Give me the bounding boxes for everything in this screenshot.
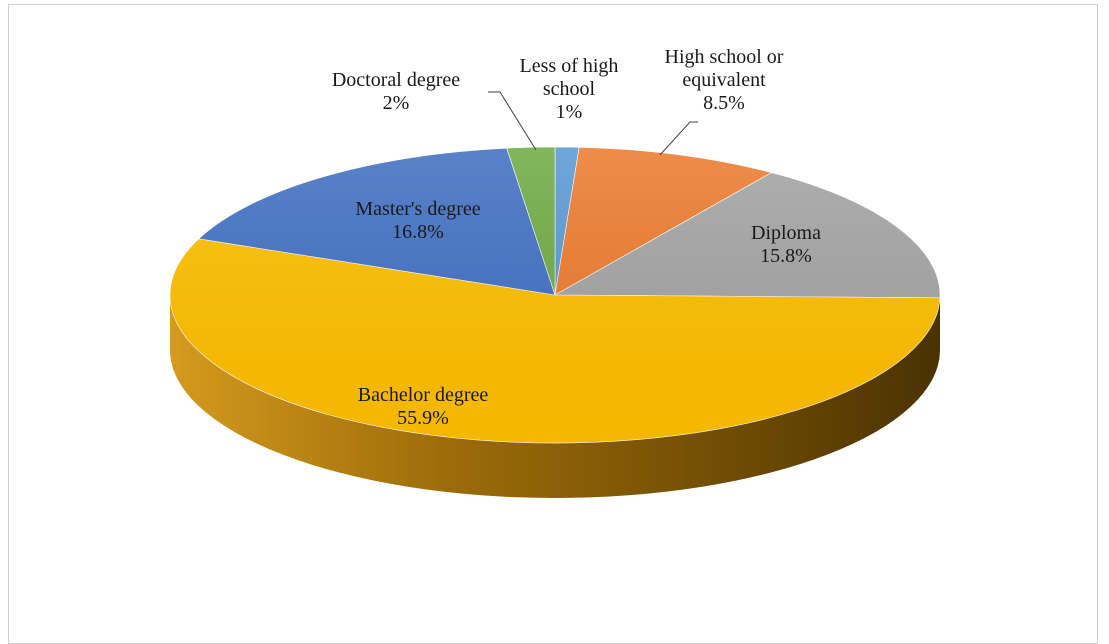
leader-line-high-school <box>659 121 698 156</box>
data-label-bachelor-text: Bachelor degree <box>358 384 489 406</box>
data-label-less-than-high-school-value: 1% <box>556 101 583 123</box>
data-label-high-school-value: 8.5% <box>703 92 745 114</box>
data-label-masters-value: 16.8% <box>392 221 444 243</box>
data-label-doctoral-value: 2% <box>383 92 410 114</box>
data-label-less-than-high-school-text: school <box>543 78 596 100</box>
data-label-masters-text: Master's degree <box>355 198 480 220</box>
pie-side-wall <box>170 295 940 498</box>
data-label-diploma-value: 15.8% <box>760 245 812 267</box>
data-label-high-school-text: High school or <box>665 46 784 68</box>
data-label-diploma-text: Diploma <box>751 222 821 244</box>
data-label-doctoral-text: Doctoral degree <box>332 69 460 91</box>
data-label-bachelor-value: 55.9% <box>397 407 449 429</box>
leader-line-doctoral <box>488 91 537 151</box>
data-label-high-school-text: equivalent <box>682 69 766 91</box>
data-label-less-than-high-school-text: Less of high <box>520 55 619 77</box>
